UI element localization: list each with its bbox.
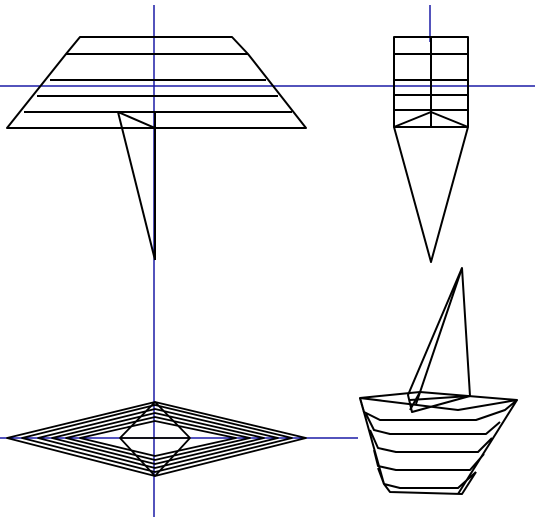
side-keel <box>393 126 469 263</box>
front-keel-left <box>117 111 156 261</box>
view-side[interactable] <box>393 36 469 263</box>
view-top[interactable] <box>6 401 307 477</box>
view-perspective[interactable] <box>359 267 518 495</box>
view-front[interactable] <box>6 36 307 261</box>
top-outline <box>6 401 307 477</box>
